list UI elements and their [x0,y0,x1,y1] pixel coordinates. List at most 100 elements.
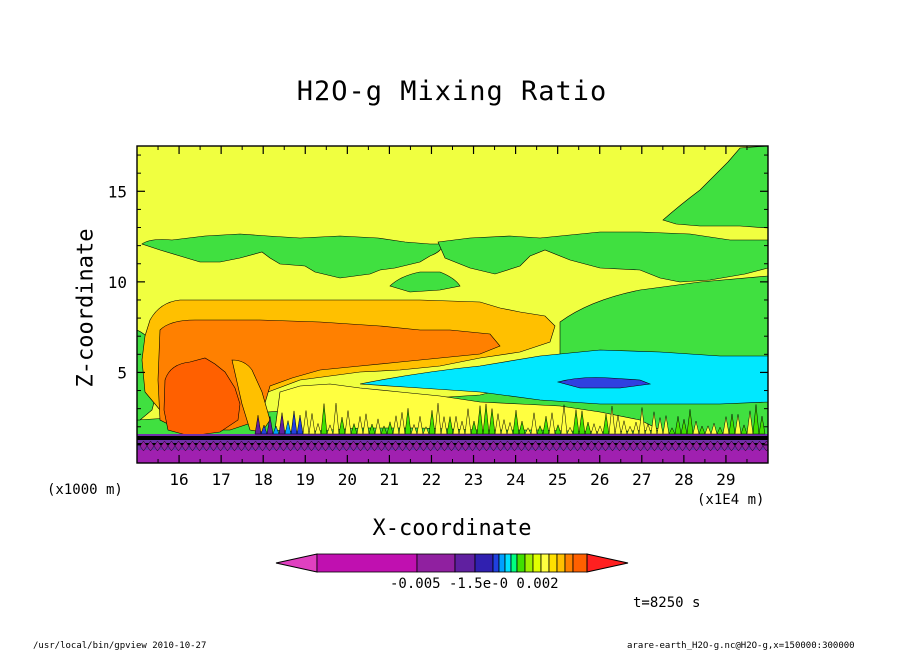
x-tick-label: 26 [590,470,609,489]
noise-spike [356,416,364,435]
x-tick-label: 29 [716,470,735,489]
noise-spike [566,426,574,435]
blue-region [556,377,652,389]
noise-spike [290,410,298,435]
x-tick-label: 19 [296,470,315,489]
noise-spike [668,427,676,435]
noise-spike [476,405,484,435]
colorbar-segment [572,553,588,573]
noise-spike [344,410,352,435]
noise-spike [488,408,496,435]
noise-spike [314,422,322,435]
noise-spike [272,425,280,435]
x-unit-right-label: (x1E4 m) [697,492,765,508]
noise-spike [698,425,706,435]
upper-green-region-3 [437,231,768,283]
noise-spike [518,421,526,435]
noise-spike [626,425,634,435]
noise-spike [308,413,316,435]
noise-spike [674,416,682,435]
noise-spike [350,422,358,435]
noise-spike [578,410,586,435]
colorbar-segment [564,553,574,573]
upper-right-green-region [662,146,768,229]
noise-spike [542,416,550,435]
colorbar-segment [524,553,534,573]
noise-spike [536,424,544,435]
colorbar-segment [474,553,494,573]
noise-spike [716,426,724,435]
noise-spike [548,412,556,435]
footer-source: arare-earth_H2O-g.nc@H2O-g,x=150000:3000… [627,641,855,651]
noise-spike [620,420,628,435]
noise-spike [482,403,490,435]
noise-spike [554,423,562,435]
colorbar-tick-labels: -0.005 -1.5e-0 0.002 [390,576,559,592]
noise-spike [278,412,286,435]
colorbar-segment [416,553,456,573]
noise-spike [380,425,388,435]
colorbar-segment [532,553,542,573]
noise-spike [338,417,346,435]
noise-spike [392,415,400,435]
noise-spike [524,427,532,435]
bottom-black-line [137,436,768,440]
colorbar-segment [454,553,476,573]
noise-spike [758,416,766,435]
noise-spike [254,415,262,435]
colorbar-right-arrow [586,553,629,573]
colorbar-segment [504,553,512,573]
noise-spike [470,420,478,435]
x-tick-label: 20 [338,470,357,489]
colorbar-segment [548,553,558,573]
cyan-region [359,349,768,405]
noise-spike [464,408,472,435]
noise-spike [326,424,334,435]
noise-spike [692,420,700,435]
colorbar-segment [540,553,550,573]
noise-spike [494,413,502,435]
x-unit-left-label: (x1000 m) [47,482,123,498]
colorbar-segment [556,553,566,573]
y-tick-label: 10 [108,273,127,292]
noise-spike [440,416,448,435]
upper-green-region-2 [389,271,461,293]
x-axis-label: X-coordinate [372,516,532,541]
noise-spike [602,413,610,435]
x-tick-label: 27 [632,470,651,489]
noise-spike [608,406,616,435]
noise-spike [284,420,292,435]
colorbar-segment [510,553,518,573]
contour-field [137,146,768,463]
noise-spike [428,410,436,435]
noise-spike [746,410,754,435]
noise-spike [320,403,328,435]
x-tick-label: 17 [212,470,231,489]
noise-spike [614,415,622,435]
noise-spike [584,421,592,435]
bottom-magenta-band [137,450,768,463]
x-tick-label: 28 [674,470,693,489]
x-tick-label: 18 [254,470,273,489]
chart-title: H2O-g Mixing Ratio [296,76,608,107]
noise-spike [398,412,406,435]
colorbar-left-arrow [275,553,318,573]
noise-spike [368,423,376,435]
noise-spike [632,421,640,435]
colorbar-segment [316,553,418,573]
noise-spike [404,408,412,435]
noise-spike [458,421,466,435]
x-tick-label: 23 [464,470,483,489]
noise-spike [728,413,736,435]
noise-spike [422,426,430,435]
axes: 16 17 18 19 20 21 22 23 24 25 26 27 28 29 5 10 15 [108,146,768,489]
colorbar-segment [516,553,526,573]
noise-spike [680,419,688,435]
colorbar-segment [498,553,506,573]
x-tick-label: 25 [548,470,567,489]
x-tick-label: 24 [506,470,525,489]
noise-spike [416,416,424,435]
noise-spike [296,414,304,435]
noise-spike [386,421,394,435]
noise-spike [332,403,340,435]
